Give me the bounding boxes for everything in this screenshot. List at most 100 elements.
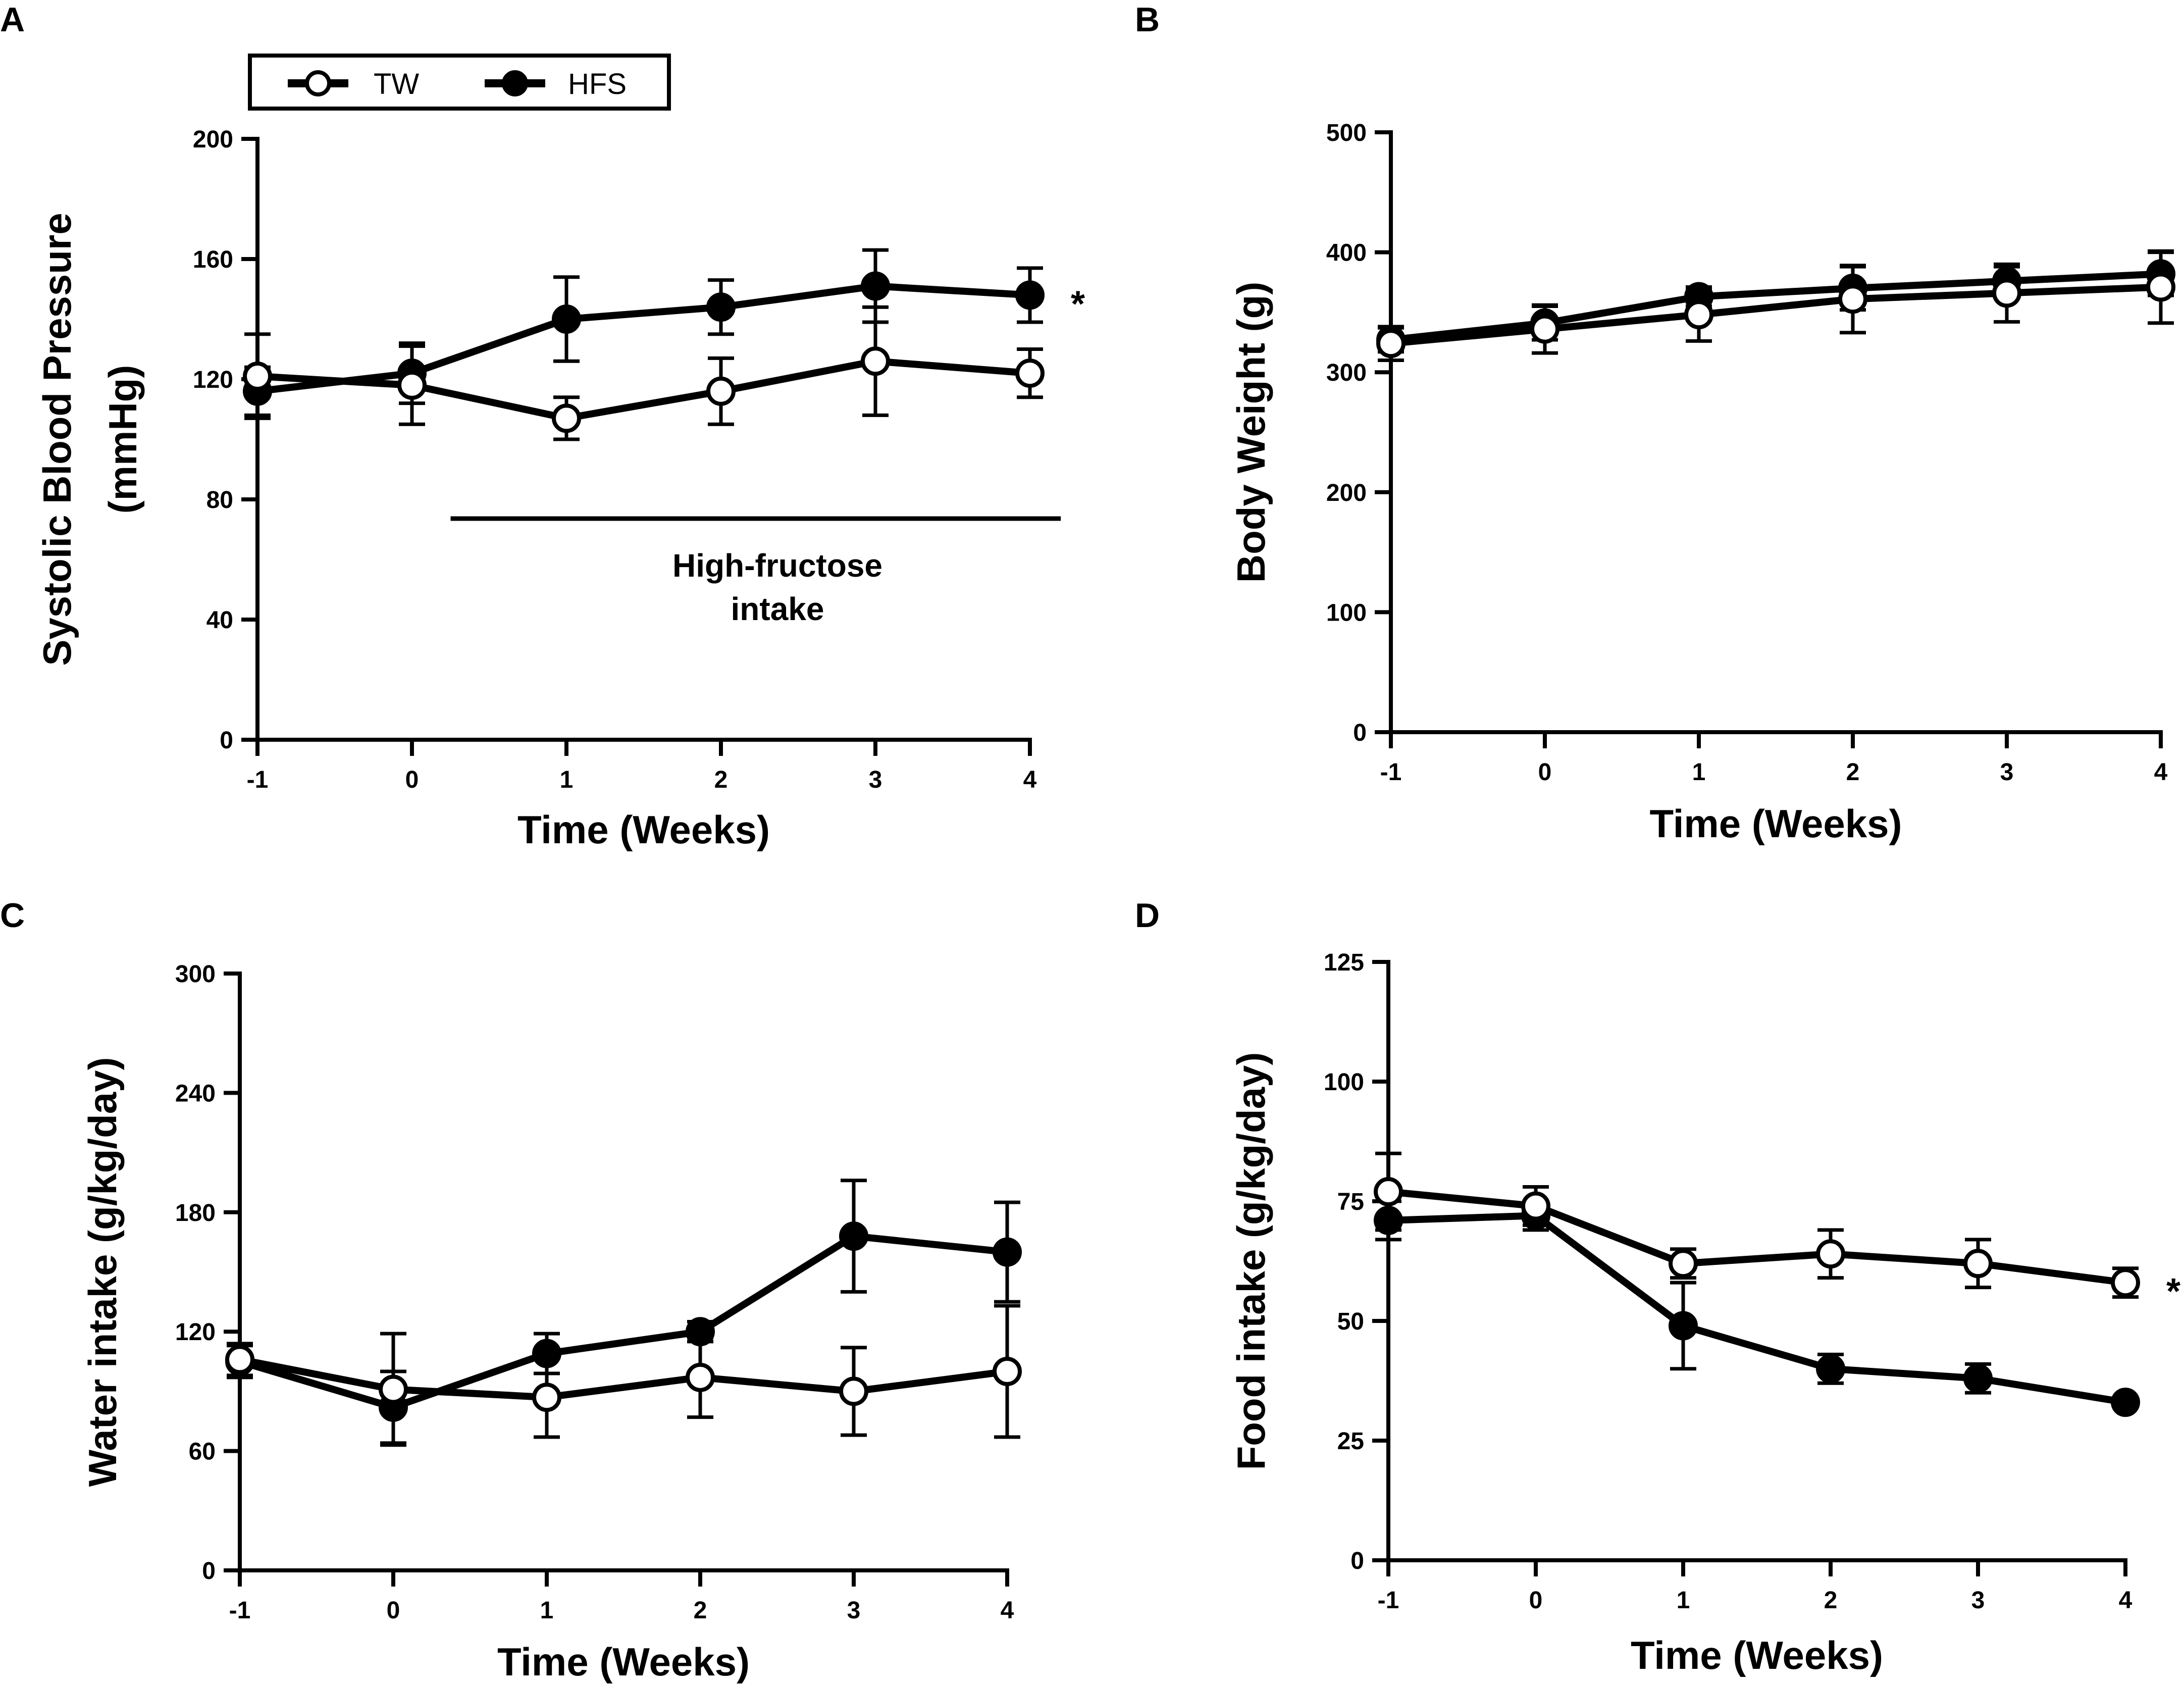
series-line-tw	[1390, 283, 2161, 347]
data-point-hfs	[1963, 1363, 1993, 1393]
significance-star: *	[1071, 284, 1085, 324]
x-axis-title: Time (Weeks)	[1631, 1633, 1883, 1677]
data-point-hfs	[1816, 1354, 1845, 1384]
panel-a-systolic-blood-pressure: 0 40 80 120 160 200 -1 0 1 2 3 4 Time (Weeks) Systoli…	[35, 126, 1085, 852]
x-axis-title: Time (Weeks)	[497, 1640, 750, 1684]
y-tick-label: 200	[1326, 480, 1367, 506]
data-point-hfs	[1015, 280, 1045, 310]
y-tick-label: 60	[189, 1439, 216, 1465]
x-tick-label: 2	[1846, 759, 1860, 786]
x-tick-label: 1	[560, 767, 574, 793]
data-point-tw	[1530, 314, 1559, 344]
y-tick-label: 0	[220, 727, 233, 754]
series-line-tw	[1388, 1188, 2126, 1287]
y-tick-label: 50	[1337, 1308, 1364, 1335]
x-tick-label: 4	[1023, 767, 1037, 793]
x-tick-label: -1	[247, 767, 269, 793]
y-tick-label: 80	[206, 487, 233, 514]
y-tick-label: 0	[1353, 720, 1367, 746]
data-point-tw	[1838, 284, 1867, 314]
x-tick-label: 4	[2154, 759, 2168, 786]
data-point-tw	[1521, 1191, 1550, 1221]
y-tick-label: 300	[1326, 360, 1367, 386]
data-point-tw	[993, 1357, 1022, 1386]
x-tick-label: -1	[1378, 1587, 1399, 1614]
x-tick-label: 3	[869, 767, 882, 793]
data-point-tw	[839, 1376, 868, 1406]
series-line-tw	[239, 1356, 1008, 1401]
y-tick-label: 240	[175, 1080, 216, 1107]
data-point-hfs	[706, 292, 736, 322]
legend-entry-hfs: HFS	[485, 68, 627, 100]
data-point-hfs	[993, 1237, 1022, 1267]
data-point-tw	[397, 370, 427, 400]
series-line-hfs	[1390, 270, 2161, 344]
annotation-line-1: High-fructose	[672, 547, 882, 584]
legend-label-tw: TW	[374, 68, 419, 100]
y-tick-label: 120	[175, 1319, 216, 1346]
data-point-tw	[1963, 1249, 1993, 1279]
x-tick-label: 3	[2000, 759, 2014, 786]
y-tick-label: 120	[193, 367, 233, 393]
data-point-tw	[1816, 1239, 1845, 1269]
legend-marker-hfs	[502, 70, 528, 96]
y-tick-label: 300	[175, 961, 216, 988]
y-tick-label: 75	[1337, 1189, 1364, 1215]
legend-marker-tw	[305, 70, 331, 96]
data-point-tw	[861, 346, 890, 376]
data-point-hfs	[532, 1339, 561, 1368]
data-point-hfs	[2111, 1388, 2140, 1417]
data-point-hfs	[861, 271, 890, 301]
x-tick-label: 0	[1538, 759, 1552, 786]
x-tick-label: 1	[540, 1597, 554, 1624]
data-point-hfs	[552, 304, 581, 334]
data-point-hfs	[686, 1317, 715, 1347]
x-axis-title: Time (Weeks)	[1650, 801, 1902, 846]
data-point-tw	[532, 1383, 561, 1412]
data-point-hfs	[1669, 1311, 1698, 1341]
x-tick-label: 2	[694, 1597, 707, 1624]
x-tick-label: 0	[405, 767, 419, 793]
panel-b-body-weight: 0 100 200 300 400 500 -1 0 1 2 3 4 Time (Weeks) Body …	[1229, 120, 2175, 846]
x-tick-label: -1	[229, 1597, 251, 1624]
data-point-tw	[1374, 1177, 1403, 1207]
data-point-tw	[1684, 300, 1713, 330]
y-tick-label: 125	[1324, 949, 1364, 976]
annotation-line-2: intake	[731, 591, 824, 627]
y-tick-label: 500	[1326, 120, 1367, 146]
data-point-tw	[686, 1362, 715, 1392]
y-axis-title: Food intake (g/kg/day)	[1229, 1052, 1273, 1470]
x-tick-label: 1	[1692, 759, 1706, 786]
x-tick-label: 4	[1001, 1597, 1014, 1624]
y-tick-label: 100	[1324, 1069, 1364, 1096]
x-tick-label: 1	[1677, 1587, 1690, 1614]
data-point-tw	[1992, 278, 2021, 308]
series-line-hfs	[239, 1233, 1008, 1411]
y-tick-label: 0	[202, 1558, 216, 1585]
series-line-hfs	[257, 282, 1030, 395]
y-axis-title: Systolic Blood Pressure	[35, 213, 79, 666]
x-tick-label: 2	[1824, 1587, 1838, 1614]
y-tick-label: 100	[1326, 599, 1367, 626]
x-axis-title: Time (Weeks)	[517, 807, 770, 852]
annotation-high-fructose: High-fructose intake	[450, 516, 1061, 627]
panel-letter-c: C	[0, 896, 25, 935]
data-point-tw	[243, 362, 272, 391]
panel-letter-a: A	[0, 1, 25, 39]
x-tick-label: 3	[1971, 1587, 1985, 1614]
y-tick-label: 400	[1326, 240, 1367, 267]
data-point-tw	[2146, 272, 2175, 302]
panel-letter-d: D	[1135, 896, 1160, 935]
significance-star: *	[2166, 1271, 2180, 1312]
y-axis-title-units: (mmHg)	[100, 365, 145, 514]
x-tick-label: 2	[714, 767, 728, 793]
y-axis-title: Water intake (g/kg/day)	[80, 1057, 125, 1487]
x-tick-label: 0	[387, 1597, 400, 1624]
y-tick-label: 0	[1350, 1548, 1364, 1574]
y-tick-label: 40	[206, 607, 233, 634]
data-point-hfs	[1374, 1205, 1403, 1235]
data-point-tw	[1376, 329, 1406, 359]
data-point-tw	[379, 1374, 408, 1404]
x-tick-label: -1	[1380, 759, 1402, 786]
